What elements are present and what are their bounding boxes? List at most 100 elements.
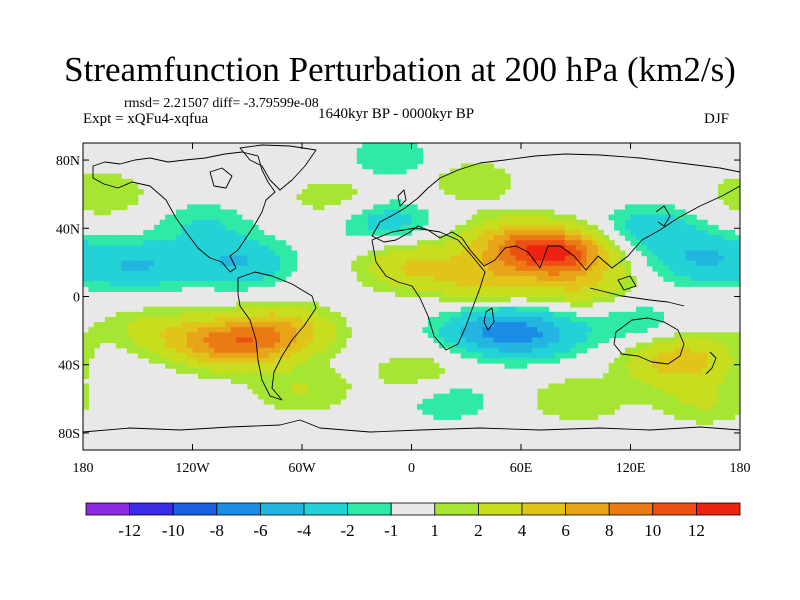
anomaly-cell: [570, 296, 577, 303]
anomaly-cell: [564, 409, 571, 415]
anomaly-cell: [291, 255, 298, 262]
anomaly-cell: [482, 250, 489, 257]
anomaly-cell: [389, 260, 396, 267]
anomaly-cell: [641, 214, 648, 221]
anomaly-cell: [269, 342, 276, 349]
anomaly-cell: [395, 229, 402, 236]
anomaly-cell: [592, 296, 599, 303]
anomaly-cell: [652, 342, 659, 349]
anomaly-cell: [170, 250, 177, 257]
anomaly-cell: [537, 235, 544, 241]
anomaly-cell: [181, 306, 188, 313]
anomaly-cell: [197, 306, 205, 313]
anomaly-cell: [88, 245, 95, 252]
anomaly-cell: [521, 337, 528, 344]
y-tick-label: 40N: [56, 222, 80, 237]
anomaly-cell: [88, 352, 95, 359]
anomaly-cell: [247, 363, 254, 369]
anomaly-cell: [701, 414, 708, 420]
anomaly-cell: [219, 368, 226, 374]
anomaly-cell: [619, 209, 626, 216]
anomaly-cell: [340, 194, 347, 200]
anomaly-cell: [247, 245, 254, 252]
anomaly-cell: [581, 301, 588, 308]
anomaly-cell: [663, 352, 670, 359]
anomaly-cell: [729, 337, 736, 344]
anomaly-cell: [652, 240, 659, 246]
anomaly-cell: [400, 209, 407, 216]
anomaly-cell: [433, 322, 440, 328]
anomaly-cell: [126, 178, 133, 185]
anomaly-cell: [291, 260, 298, 267]
anomaly-cell: [586, 332, 593, 339]
anomaly-cell: [411, 148, 418, 154]
anomaly-cell: [449, 281, 456, 287]
anomaly-cell: [302, 327, 309, 333]
anomaly-cell: [165, 332, 172, 339]
anomaly-cell: [526, 229, 533, 236]
anomaly-cell: [646, 235, 653, 241]
anomaly-cell: [674, 388, 681, 395]
anomaly-cell: [225, 357, 232, 364]
anomaly-cell: [619, 332, 626, 339]
anomaly-cell: [646, 322, 653, 328]
anomaly-cell: [537, 291, 544, 298]
anomaly-cell: [635, 393, 643, 400]
anomaly-cell: [334, 199, 341, 205]
anomaly-cell: [663, 388, 670, 395]
anomaly-cell: [668, 245, 675, 252]
anomaly-cell: [564, 260, 571, 267]
anomaly-cell: [614, 270, 621, 277]
anomaly-cell: [302, 347, 309, 354]
anomaly-cell: [504, 183, 511, 190]
anomaly-cell: [411, 153, 418, 159]
anomaly-cell: [635, 373, 643, 379]
anomaly-cell: [422, 286, 429, 292]
anomaly-cell: [258, 327, 265, 333]
anomaly-cell: [197, 337, 205, 344]
anomaly-cell: [707, 235, 714, 241]
anomaly-cell: [537, 245, 544, 252]
anomaly-cell: [559, 332, 566, 339]
anomaly-cell: [641, 383, 648, 390]
anomaly-cell: [285, 383, 292, 390]
anomaly-cell: [170, 332, 177, 339]
anomaly-cell: [679, 229, 686, 236]
anomaly-cell: [241, 250, 248, 257]
anomaly-cell: [280, 332, 287, 339]
anomaly-cell: [83, 178, 90, 185]
anomaly-cell: [521, 332, 528, 339]
anomaly-cell: [685, 235, 692, 241]
anomaly-cell: [482, 178, 489, 185]
anomaly-cell: [340, 189, 347, 195]
anomaly-cell: [526, 332, 533, 339]
anomaly-cell: [510, 265, 517, 272]
anomaly-cell: [159, 311, 166, 318]
anomaly-cell: [132, 235, 139, 241]
anomaly-cell: [510, 270, 517, 277]
anomaly-cell: [570, 383, 577, 390]
anomaly-cell: [422, 291, 429, 298]
anomaly-cell: [203, 352, 210, 359]
anomaly-cell: [93, 178, 101, 185]
anomaly-cell: [263, 368, 270, 374]
anomaly-cell: [143, 235, 150, 241]
anomaly-cell: [449, 240, 456, 246]
anomaly-cell: [652, 398, 659, 405]
anomaly-cell: [433, 316, 440, 323]
anomaly-cell: [406, 291, 413, 298]
anomaly-cell: [455, 342, 462, 349]
anomaly-cell: [110, 327, 117, 333]
anomaly-cell: [302, 393, 309, 400]
anomaly-cell: [674, 373, 681, 379]
anomaly-cell: [701, 388, 708, 395]
anomaly-cell: [93, 189, 101, 195]
anomaly-cell: [449, 286, 456, 292]
anomaly-cell: [225, 342, 232, 349]
anomaly-cell: [570, 240, 577, 246]
anomaly-cell: [723, 245, 730, 252]
anomaly-cell: [510, 255, 517, 262]
anomaly-cell: [280, 240, 287, 246]
anomaly-cell: [548, 403, 555, 410]
anomaly-cell: [548, 265, 555, 272]
